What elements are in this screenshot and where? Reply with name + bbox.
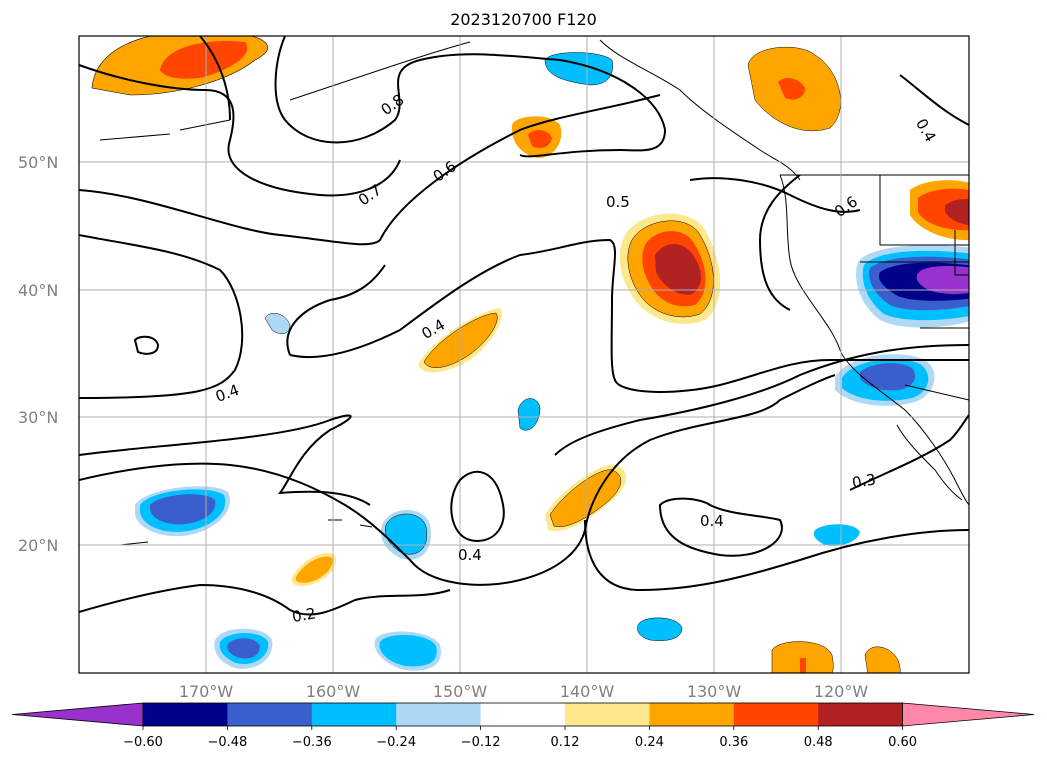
contour-lines bbox=[79, 36, 969, 616]
colorbar-tick-label: 0.36 bbox=[719, 735, 748, 750]
lon-label: 130°W bbox=[687, 682, 742, 701]
colorbar-tick-label: 0.60 bbox=[888, 735, 917, 750]
lon-label: 160°W bbox=[306, 682, 361, 701]
lon-label: 140°W bbox=[560, 682, 615, 701]
colorbar-extend-max bbox=[902, 702, 1035, 727]
anomaly-blue-south-3 bbox=[637, 617, 683, 641]
contour-label: 0.2 bbox=[291, 604, 318, 626]
anomaly-orange-se2 bbox=[864, 646, 901, 673]
colorbar-segment bbox=[818, 703, 904, 726]
map-plot-area: 0.8 0.7 0.6 0.5 0.6 0.4 0.4 0.4 0.4 0.3 … bbox=[79, 36, 969, 673]
anomaly-blue-center bbox=[517, 398, 541, 431]
colorbar-segment bbox=[480, 703, 566, 726]
lon-label: 150°W bbox=[433, 682, 488, 701]
latitude-labels: 50°N 40°N 30°N 20°N bbox=[18, 153, 58, 555]
lon-label: 170°W bbox=[179, 682, 234, 701]
colorbar-segment bbox=[311, 703, 397, 726]
coastlines bbox=[99, 39, 969, 549]
shaded-anomalies bbox=[91, 36, 969, 673]
colorbar-tick-label: −0.12 bbox=[461, 735, 501, 750]
contour-label: 0.3 bbox=[851, 470, 878, 492]
colorbar-extend-min bbox=[11, 702, 144, 727]
lat-label: 50°N bbox=[18, 153, 58, 172]
lon-label: 120°W bbox=[814, 682, 869, 701]
anomaly-orange-se1 bbox=[771, 641, 834, 673]
map-title: 2023120700 F120 bbox=[450, 10, 597, 29]
colorbar-tick-label: −0.60 bbox=[123, 735, 163, 750]
lat-label: 40°N bbox=[18, 281, 58, 300]
colorbar-tick-label: −0.48 bbox=[207, 735, 247, 750]
contour-label: 0.4 bbox=[700, 512, 724, 530]
colorbar: −0.60 −0.48 −0.36 −0.24 −0.12 0.12 0.24 0.36 0.4… bbox=[11, 702, 1035, 750]
colorbar-segment bbox=[227, 703, 313, 726]
anomaly-blue-south-4 bbox=[813, 524, 860, 546]
contour-label: 0.4 bbox=[458, 546, 482, 564]
colorbar-tick-label: −0.36 bbox=[292, 735, 332, 750]
lat-label: 20°N bbox=[18, 536, 58, 555]
map-frame bbox=[78, 35, 970, 674]
contour-label: 0.5 bbox=[606, 193, 630, 211]
colorbar-tick-label: 0.12 bbox=[551, 735, 580, 750]
colorbar-outline bbox=[142, 702, 903, 727]
longitude-labels: 170°W 160°W 150°W 140°W 130°W 120°W bbox=[179, 682, 869, 701]
colorbar-segment bbox=[649, 703, 735, 726]
anomaly-lightblue-w bbox=[264, 313, 291, 334]
lat-label: 30°N bbox=[18, 408, 58, 427]
colorbar-segment bbox=[565, 703, 650, 726]
colorbar-tick-label: 0.24 bbox=[635, 735, 664, 750]
colorbar-tick-label: 0.48 bbox=[804, 735, 833, 750]
colorbar-segment bbox=[733, 703, 819, 726]
colorbar-segment bbox=[396, 703, 482, 726]
colorbar-tick-label: −0.24 bbox=[376, 735, 416, 750]
colorbar-segment bbox=[143, 703, 228, 726]
